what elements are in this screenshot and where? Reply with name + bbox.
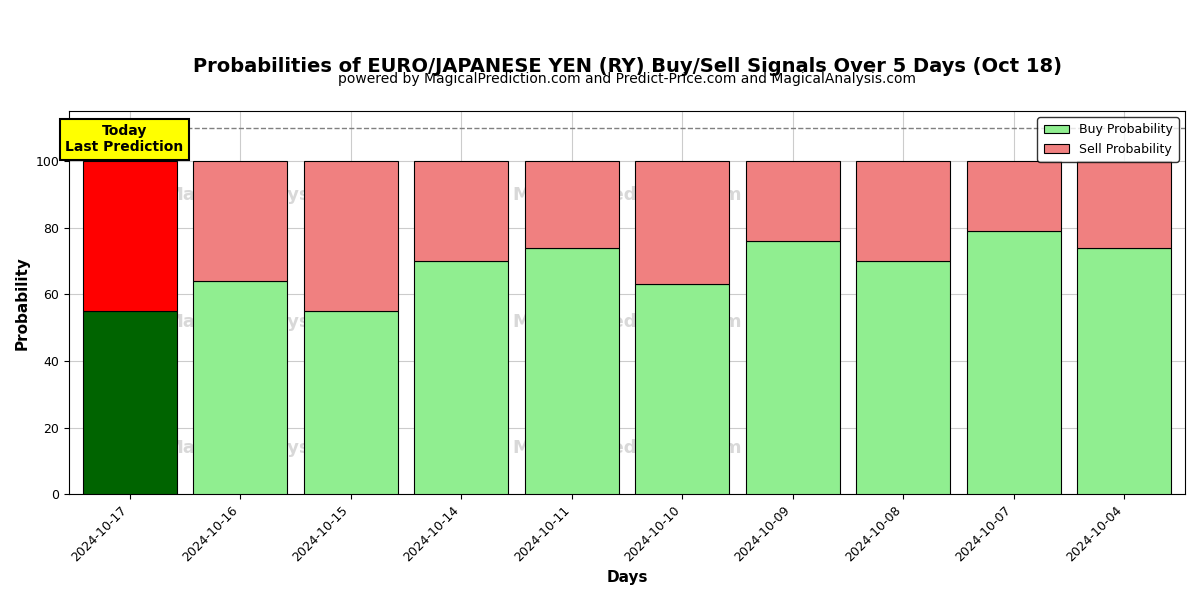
Bar: [635, 284, 730, 494]
Bar: [83, 311, 176, 494]
Text: powered by MagicalPrediction.com and Predict-Price.com and MagicalAnalysis.com: powered by MagicalPrediction.com and Pre…: [338, 72, 916, 86]
Bar: [857, 261, 950, 494]
Y-axis label: Probability: Probability: [16, 256, 30, 350]
X-axis label: Days: Days: [606, 570, 648, 585]
Text: MagicalPrediction.com: MagicalPrediction.com: [512, 313, 742, 331]
Bar: [857, 161, 950, 261]
Text: MagicalAnalysis.com: MagicalAnalysis.com: [166, 313, 374, 331]
Text: MagicalPrediction.com: MagicalPrediction.com: [512, 186, 742, 204]
Title: Probabilities of EURO/JAPANESE YEN (RY) Buy/Sell Signals Over 5 Days (Oct 18): Probabilities of EURO/JAPANESE YEN (RY) …: [192, 57, 1062, 76]
Text: Today
Last Prediction: Today Last Prediction: [65, 124, 184, 154]
Bar: [1078, 248, 1171, 494]
Bar: [524, 248, 619, 494]
Bar: [635, 161, 730, 284]
Bar: [524, 161, 619, 248]
Bar: [193, 281, 287, 494]
Bar: [304, 161, 398, 311]
Bar: [414, 261, 509, 494]
Text: MagicalPrediction.com: MagicalPrediction.com: [512, 439, 742, 457]
Text: MagicalAnalysis.com: MagicalAnalysis.com: [166, 186, 374, 204]
Bar: [304, 311, 398, 494]
Bar: [414, 161, 509, 261]
Bar: [967, 161, 1061, 231]
Bar: [83, 161, 176, 311]
Text: MagicalAnalysis.com: MagicalAnalysis.com: [166, 439, 374, 457]
Bar: [746, 241, 840, 494]
Bar: [1078, 161, 1171, 248]
Bar: [967, 231, 1061, 494]
Legend: Buy Probability, Sell Probability: Buy Probability, Sell Probability: [1037, 117, 1178, 162]
Bar: [193, 161, 287, 281]
Bar: [746, 161, 840, 241]
